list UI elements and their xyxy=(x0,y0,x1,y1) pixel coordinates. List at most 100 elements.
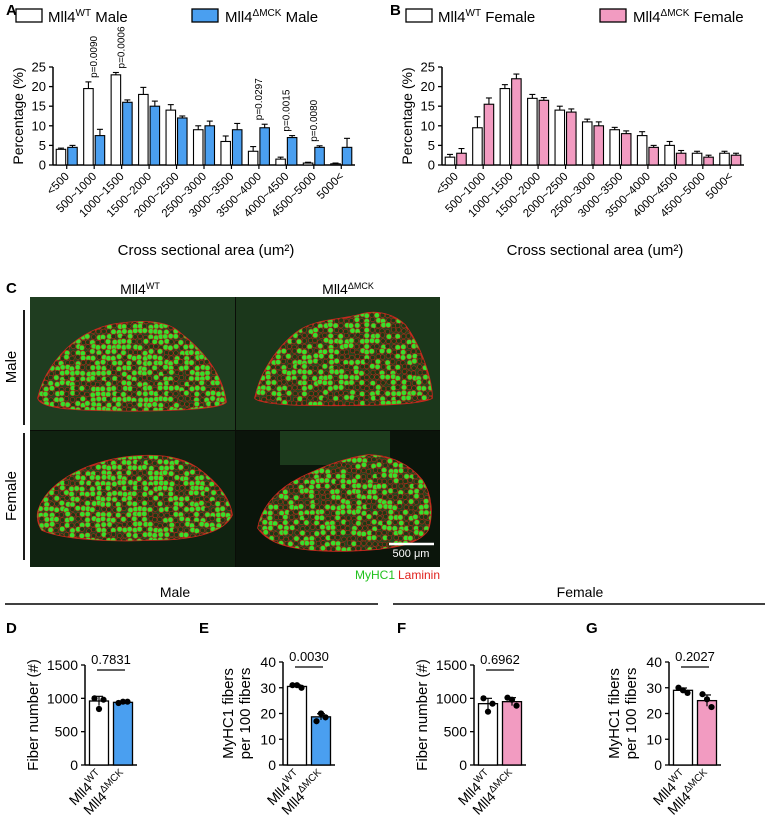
myhc1-fiber xyxy=(173,343,180,350)
laminin-fiber xyxy=(339,349,345,355)
p-value-d: 0.7831 xyxy=(91,652,131,667)
laminin-fiber xyxy=(281,379,287,385)
myhc1-fiber xyxy=(120,391,127,398)
myhc1-fiber xyxy=(163,459,170,466)
myhc1-fiber xyxy=(163,531,170,538)
myhc1-fiber xyxy=(356,515,363,522)
myhc1-fiber xyxy=(327,374,334,381)
laminin-fiber xyxy=(178,469,184,475)
laminin-fiber xyxy=(320,482,326,489)
myhc1-fiber xyxy=(74,364,81,371)
myhc1-fiber xyxy=(338,379,345,386)
laminin-fiber xyxy=(376,473,382,479)
myhc1-fiber xyxy=(168,480,175,487)
myhc1-fiber xyxy=(89,375,96,382)
data-point-d xyxy=(100,696,107,703)
myhc1-fiber xyxy=(157,500,164,507)
laminin-fiber xyxy=(136,349,143,356)
myhc1-fiber xyxy=(260,384,267,391)
myhc1-fiber xyxy=(406,374,413,381)
legend-label-wt-male: Mll4WT Male xyxy=(48,8,128,26)
laminin-fiber xyxy=(374,400,380,406)
laminin-fiber xyxy=(379,390,385,396)
laminin-fiber xyxy=(382,462,388,468)
myhc1-fiber xyxy=(334,488,341,495)
laminin-fiber xyxy=(355,545,361,551)
laminin-fiber xyxy=(121,501,127,507)
myhc1-fiber xyxy=(173,358,180,365)
myhc1-fiber xyxy=(361,483,368,490)
laminin-fiber xyxy=(350,535,356,541)
myhc1-fiber xyxy=(377,503,384,510)
laminin-fiber xyxy=(371,499,377,505)
myhc1-fiber xyxy=(327,327,334,334)
y-tick-label-f: 500 xyxy=(444,724,468,740)
myhc1-fiber xyxy=(105,501,112,508)
laminin-fiber xyxy=(288,535,294,541)
laminin-fiber xyxy=(413,499,419,505)
laminin-fiber xyxy=(364,363,370,370)
myhc1-fiber xyxy=(334,514,341,521)
myhc1-fiber xyxy=(130,407,137,411)
laminin-fiber xyxy=(403,515,410,521)
laminin-fiber xyxy=(292,385,298,391)
laminin-fiber xyxy=(141,526,148,532)
myhc1-fiber xyxy=(413,519,420,526)
laminin-fiber xyxy=(412,395,418,401)
myhc1-fiber xyxy=(157,359,164,366)
laminin-fiber xyxy=(386,535,392,541)
myhc1-fiber xyxy=(400,354,407,361)
laminin-fiber xyxy=(338,323,344,329)
y-tick-label-g: 40 xyxy=(646,654,662,670)
chart-a: 0 5 10 15 20 25 Percentage (%) Cross sectional … xyxy=(10,26,355,259)
y-tick-label-d: 1500 xyxy=(47,657,78,673)
laminin-fiber xyxy=(349,348,356,354)
laminin-fiber xyxy=(365,503,372,509)
laminin-fiber xyxy=(199,359,205,366)
panel-label-f: F xyxy=(397,620,406,637)
laminin-fiber xyxy=(111,380,118,386)
myhc1-fiber xyxy=(390,390,397,397)
myhc1-fiber xyxy=(282,494,289,501)
p-value-a: p=0.0015 xyxy=(281,89,292,131)
laminin-fiber xyxy=(143,321,149,325)
data-point-e xyxy=(322,714,329,721)
bar-b-ko xyxy=(648,146,659,166)
y-tick-label-a: 0 xyxy=(39,158,46,173)
myhc1-fiber xyxy=(219,505,226,512)
myhc1-fiber xyxy=(143,396,150,403)
laminin-fiber xyxy=(64,495,70,501)
laminin-fiber xyxy=(291,400,297,406)
myhc1-fiber xyxy=(363,321,370,328)
myhc1-fiber xyxy=(151,532,158,539)
myhc1-fiber xyxy=(136,354,143,361)
laminin-fiber xyxy=(131,360,137,366)
laminin-fiber xyxy=(348,364,354,371)
laminin-fiber xyxy=(188,495,195,501)
myhc1-fiber xyxy=(141,516,148,523)
y-axis-label-g: per 100 fibers xyxy=(623,668,640,760)
laminin-fiber xyxy=(349,333,355,339)
laminin-fiber xyxy=(370,316,376,323)
myhc1-fiber xyxy=(354,359,361,366)
laminin-fiber xyxy=(398,479,404,485)
laminin-fiber xyxy=(354,384,360,390)
y-axis-label-b: Percentage (%) xyxy=(399,67,415,164)
myhc1-fiber xyxy=(358,370,365,377)
laminin-fiber xyxy=(280,389,286,395)
myhc1-fiber xyxy=(125,531,132,538)
data-point-g xyxy=(703,696,711,703)
laminin-fiber xyxy=(397,503,403,509)
p-value-g: 0.2027 xyxy=(675,649,715,664)
myhc1-fiber xyxy=(391,472,398,479)
laminin-fiber xyxy=(74,375,81,382)
laminin-fiber xyxy=(215,386,221,392)
laminin-fiber xyxy=(389,353,396,359)
y-tick-label-b: 25 xyxy=(421,60,435,75)
myhc1-fiber xyxy=(162,469,169,476)
laminin-fiber xyxy=(42,380,49,386)
myhc1-fiber xyxy=(125,395,132,402)
myhc1-fiber xyxy=(280,348,287,355)
laminin-fiber xyxy=(291,348,298,354)
